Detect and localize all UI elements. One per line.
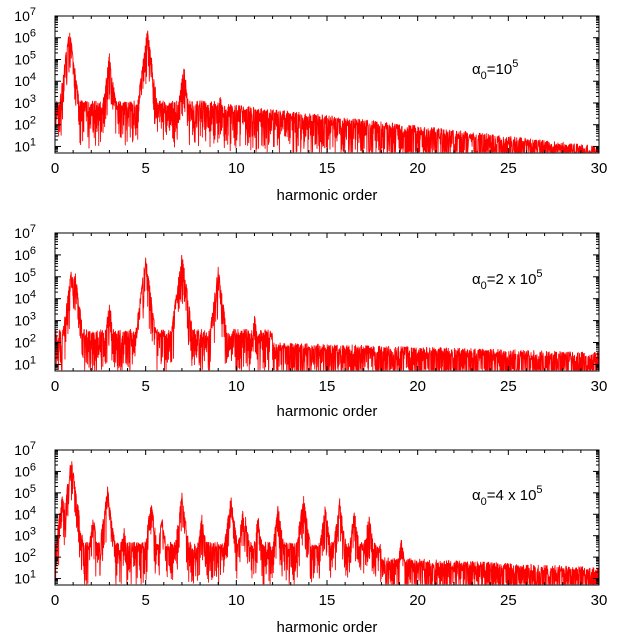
panel-2-ticks: 0 5 10 15 20 25 30 101 102 103 104 105 106 107 [14, 223, 607, 395]
y-tick-label: 107 [14, 6, 36, 24]
y-tick-label: 101 [14, 569, 36, 587]
panel-1-series [55, 30, 599, 153]
panel-2-spectrum-line [55, 254, 599, 371]
panel-3-series [55, 461, 599, 585]
panel-2-xlabel: harmonic order [277, 403, 378, 420]
y-tick-label: 104 [14, 71, 36, 89]
x-tick-label: 15 [319, 592, 336, 609]
panel-3-spectrum-line [55, 461, 599, 585]
x-tick-label: 0 [51, 160, 59, 177]
y-tick-label: 106 [14, 461, 36, 479]
panel-3-ticks: 0 5 10 15 20 25 30 101 102 103 104 105 106 107 [14, 440, 607, 609]
y-tick-label: 103 [14, 311, 36, 329]
y-tick-label: 104 [14, 289, 36, 307]
x-tick-label: 25 [500, 378, 517, 395]
x-tick-label: 30 [591, 592, 608, 609]
x-tick-label: 30 [591, 160, 608, 177]
y-tick-label: 105 [14, 483, 36, 501]
y-tick-label: 107 [14, 223, 36, 241]
panel-2-series [55, 254, 599, 371]
y-tick-label: 102 [14, 547, 36, 565]
y-tick-label: 107 [14, 440, 36, 458]
x-tick-label: 15 [319, 160, 336, 177]
x-tick-label: 20 [409, 160, 426, 177]
x-tick-label: 5 [141, 160, 149, 177]
panel-1-xlabel: harmonic order [277, 187, 378, 204]
y-tick-label: 103 [14, 93, 36, 111]
y-tick-label: 104 [14, 504, 36, 522]
y-tick-label: 105 [14, 49, 36, 67]
x-tick-label: 10 [228, 160, 245, 177]
panel-3: 0 5 10 15 20 25 30 101 102 103 104 105 106 107 harmon… [14, 440, 607, 636]
x-tick-label: 5 [141, 592, 149, 609]
panel-2: 0 5 10 15 20 25 30 101 102 103 104 105 106 107 harmon… [14, 223, 607, 420]
panel-1-spectrum-line [55, 30, 599, 153]
y-tick-label: 101 [14, 136, 36, 154]
panel-1-annotation: α0=105 [472, 58, 518, 82]
panel-3-xlabel: harmonic order [277, 619, 378, 636]
panel-1: 0 5 10 15 20 25 30 101 102 103 104 105 106 107 harmon… [14, 6, 607, 204]
x-tick-label: 30 [591, 378, 608, 395]
x-tick-label: 0 [51, 592, 59, 609]
y-tick-label: 106 [14, 245, 36, 263]
panel-2-annotation: α0=2 x 105 [472, 268, 543, 292]
y-tick-label: 102 [14, 333, 36, 351]
y-tick-label: 102 [14, 115, 36, 133]
y-tick-label: 103 [14, 526, 36, 544]
x-tick-label: 20 [409, 378, 426, 395]
x-tick-label: 0 [51, 378, 59, 395]
x-tick-label: 25 [500, 160, 517, 177]
y-tick-label: 105 [14, 267, 36, 285]
y-tick-label: 101 [14, 354, 36, 372]
x-tick-label: 15 [319, 378, 336, 395]
x-tick-label: 20 [409, 592, 426, 609]
x-tick-label: 25 [500, 592, 517, 609]
panel-3-annotation: α0=4 x 105 [472, 484, 543, 508]
panel-1-ticks: 0 5 10 15 20 25 30 101 102 103 104 105 106 107 [14, 6, 607, 177]
x-tick-label: 10 [228, 378, 245, 395]
y-tick-label: 106 [14, 28, 36, 46]
x-tick-label: 5 [141, 378, 149, 395]
x-tick-label: 10 [228, 592, 245, 609]
